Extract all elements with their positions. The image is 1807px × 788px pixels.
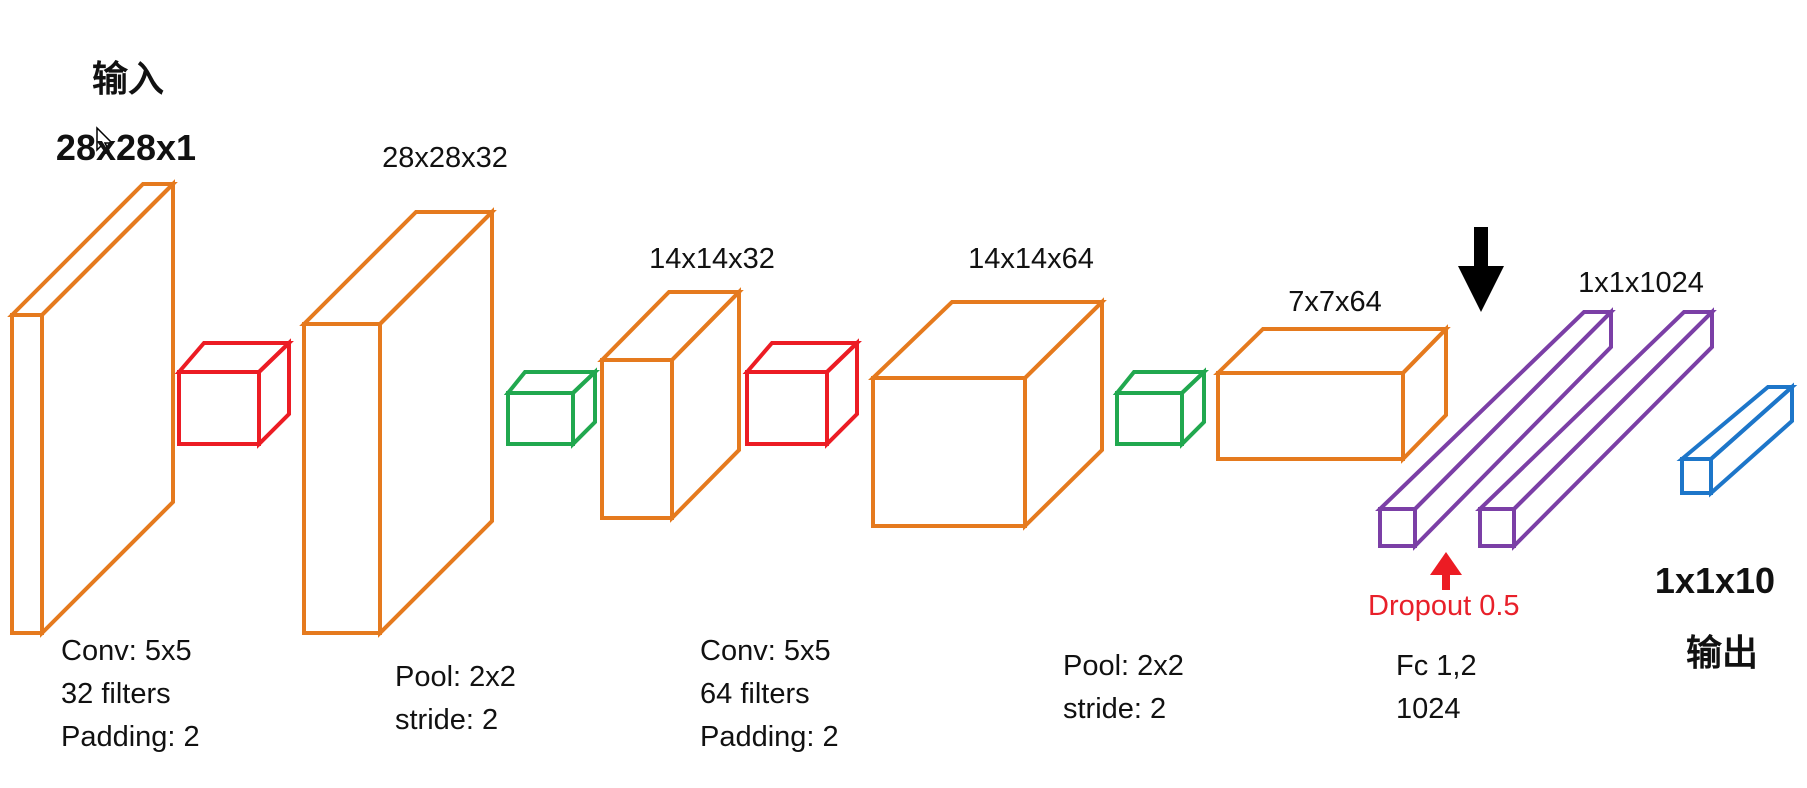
pool2-output-dim: 7x7x64 [1288,286,1382,318]
output-title: 输出 [1686,632,1758,673]
pool1-caption: Pool: 2x2 stride: 2 [395,661,516,736]
conv2-output-dim: 14x14x64 [968,243,1094,275]
pool2-caption: Pool: 2x2 stride: 2 [1063,650,1184,725]
caption-line: Padding: 2 [700,721,839,753]
pool2-output-tensor [1213,324,1451,464]
dropout-label: Dropout 0.5 [1368,590,1520,622]
conv1-caption: Conv: 5x5 32 filters Padding: 2 [61,635,200,753]
caption-line: Conv: 5x5 [61,635,192,667]
conv1-output-tensor [299,207,497,638]
arrow-down-icon [1458,227,1504,312]
caption-line: Padding: 2 [61,721,200,753]
caption-line: Fc 1,2 [1396,650,1477,682]
conv2-caption: Conv: 5x5 64 filters Padding: 2 [700,635,839,753]
input-title: 输入 [92,58,164,99]
caption-line: 1024 [1396,693,1461,725]
arrow-up-icon [1430,552,1462,590]
conv-kernel-1 [174,338,294,449]
conv2-output-tensor [868,297,1107,531]
conv1-output-dim: 28x28x32 [382,142,508,174]
pool-kernel-1 [503,367,600,449]
fc-layer-2 [1475,307,1717,551]
caption-line: Pool: 2x2 [395,661,516,693]
fc-output-dim: 1x1x1024 [1578,267,1704,299]
caption-line: 64 filters [700,678,810,710]
caption-line: stride: 2 [395,704,498,736]
conv-kernel-2 [742,338,862,449]
pool-kernel-2 [1112,367,1209,449]
mouse-cursor-icon [96,126,114,155]
fc-caption: Fc 1,2 1024 [1396,650,1477,725]
fc-layer-1 [1375,307,1616,551]
caption-line: Conv: 5x5 [700,635,831,667]
input-size-label: 28x28x1 [56,127,196,168]
caption-line: 32 filters [61,678,171,710]
output-size-label: 1x1x10 [1655,560,1775,601]
caption-line: stride: 2 [1063,693,1166,725]
output-layer [1676,382,1798,498]
input-tensor [7,179,178,638]
pool1-output-tensor [597,287,744,523]
pool1-output-dim: 14x14x32 [649,243,775,275]
caption-line: Pool: 2x2 [1063,650,1184,682]
